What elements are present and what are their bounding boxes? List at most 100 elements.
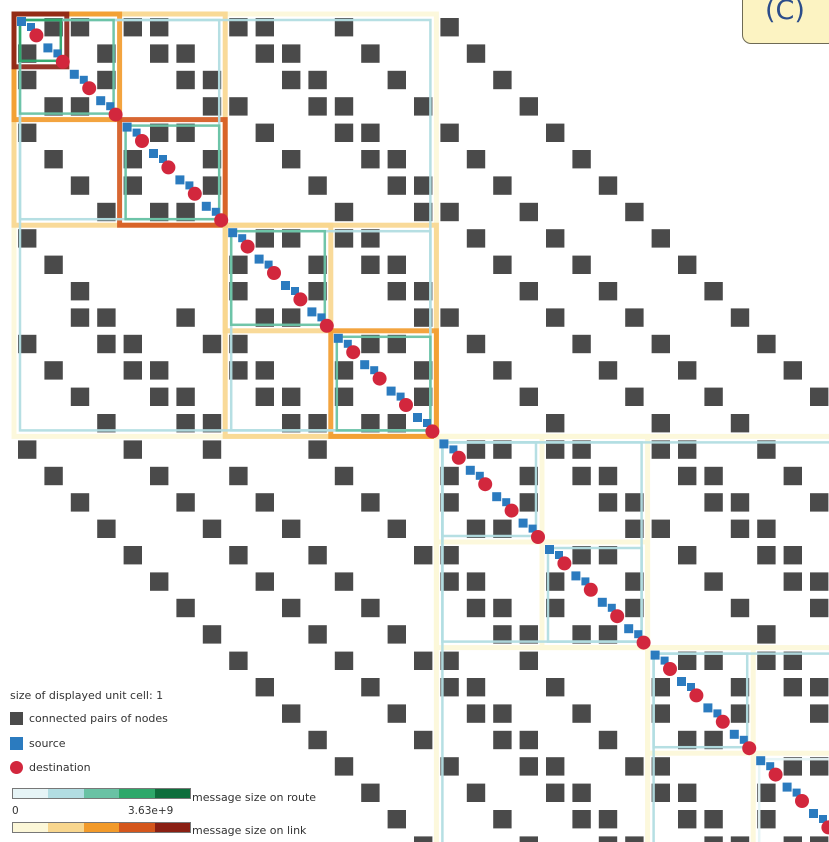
- destination-marker-10: [293, 292, 308, 307]
- connected-cell-82: [387, 282, 406, 301]
- connected-cell-153: [440, 466, 459, 486]
- connected-cell-85: [414, 282, 433, 301]
- connected-cell-109: [334, 361, 354, 380]
- legend-destination-text: destination: [29, 761, 91, 774]
- connected-cell-208: [493, 598, 512, 618]
- connected-cell-243: [730, 704, 750, 723]
- connected-cell-145: [651, 440, 670, 459]
- connected-cell-220: [202, 625, 222, 644]
- connected-cell-59: [414, 202, 433, 222]
- connected-cell-167: [704, 493, 723, 512]
- connected-cell-187: [598, 546, 618, 565]
- connected-cell-3: [229, 18, 248, 37]
- connected-cell-143: [493, 440, 512, 459]
- destination-marker-3: [108, 107, 123, 122]
- connected-cell-20: [493, 70, 512, 90]
- connected-cell-224: [308, 625, 327, 644]
- route-block-9: [335, 335, 432, 432]
- legend-source: source: [10, 737, 66, 750]
- connected-cell-240: [546, 678, 565, 697]
- destination-marker-22: [610, 609, 625, 624]
- connected-cell-81: [229, 282, 248, 301]
- destination-marker-0: [29, 28, 44, 43]
- legend-unit-cell-text: size of displayed unit cell: 1: [10, 689, 164, 702]
- connected-cell-164: [519, 493, 538, 512]
- source-marker-12: [333, 333, 343, 343]
- destination-marker-19: [531, 530, 545, 544]
- connected-cell-232: [414, 651, 433, 670]
- connected-cell-29: [229, 97, 248, 116]
- connected-cell-107: [651, 334, 670, 354]
- connected-cell-126: [255, 387, 274, 406]
- connected-cell-198: [466, 572, 486, 591]
- connected-cell-10: [150, 44, 169, 63]
- connected-cell-43: [361, 150, 380, 169]
- source-marker-23: [624, 624, 634, 634]
- source-marker-2: [69, 69, 79, 79]
- connected-cell-13: [176, 44, 195, 63]
- connected-cell-58: [97, 202, 116, 222]
- connected-cell-15: [361, 44, 380, 63]
- connected-cell-289: [704, 836, 723, 842]
- connected-cell-42: [44, 150, 63, 169]
- connected-cell-195: [229, 546, 248, 565]
- connected-cell-45: [282, 150, 301, 169]
- route-ramp-min: 0: [12, 805, 19, 817]
- connected-cell-144: [546, 440, 565, 459]
- connected-cell-14: [282, 44, 301, 63]
- route-color-ramp: [12, 788, 191, 799]
- connected-cell-98: [361, 334, 380, 354]
- connected-cell-161: [229, 466, 248, 486]
- connected-cell-71: [546, 229, 565, 248]
- connected-cell-229: [229, 651, 248, 670]
- connected-cell-257: [598, 730, 618, 750]
- legend-connected: connected pairs of nodes: [10, 712, 168, 725]
- link-block-9: [328, 328, 439, 439]
- destination-marker-18: [504, 503, 519, 518]
- connected-cell-48: [202, 176, 222, 195]
- connected-cell-39: [440, 123, 459, 142]
- link-block-12: [645, 645, 756, 756]
- connected-swatch: [10, 712, 23, 725]
- connected-cell-114: [493, 361, 512, 380]
- connected-cell-221: [757, 625, 776, 644]
- connected-cell-32: [150, 123, 169, 142]
- connected-cell-202: [440, 572, 459, 591]
- source-marker-b-24: [660, 656, 669, 665]
- route-block-7: [124, 124, 221, 221]
- connected-cell-203: [810, 572, 829, 591]
- link-block-5: [645, 645, 829, 842]
- destination-marker-21: [583, 582, 598, 597]
- destination-marker-8: [240, 239, 255, 254]
- connected-cell-279: [598, 810, 618, 829]
- panel-label: (C): [765, 0, 805, 26]
- source-marker-b-10: [291, 287, 299, 295]
- connected-cell-9: [97, 44, 116, 63]
- connected-cell-251: [387, 704, 406, 723]
- connected-cell-260: [783, 757, 802, 776]
- route-block-10: [441, 441, 538, 538]
- destination-swatch: [10, 761, 23, 774]
- source-marker-20: [545, 545, 554, 554]
- connected-cell-93: [440, 308, 459, 327]
- source-marker-b-22: [607, 603, 616, 612]
- connected-cell-176: [466, 519, 486, 538]
- connected-cell-131: [387, 414, 406, 433]
- connected-cell-158: [598, 466, 618, 486]
- source-marker-10: [281, 281, 290, 290]
- connected-cell-275: [466, 783, 486, 802]
- connected-cell-72: [229, 255, 248, 274]
- connected-cell-138: [651, 414, 670, 433]
- source-marker-29: [782, 782, 792, 792]
- connected-cell-119: [44, 361, 63, 380]
- route-block-0: [18, 18, 432, 432]
- connected-cell-12: [466, 44, 486, 63]
- connected-cell-278: [704, 810, 723, 829]
- connected-cell-118: [678, 361, 697, 380]
- destination-marker-17: [478, 477, 493, 492]
- source-marker-b-20: [555, 551, 563, 559]
- connected-cell-193: [783, 546, 802, 565]
- route-block-2: [18, 18, 221, 221]
- connected-cell-53: [308, 176, 327, 195]
- destination-marker-27: [742, 741, 757, 756]
